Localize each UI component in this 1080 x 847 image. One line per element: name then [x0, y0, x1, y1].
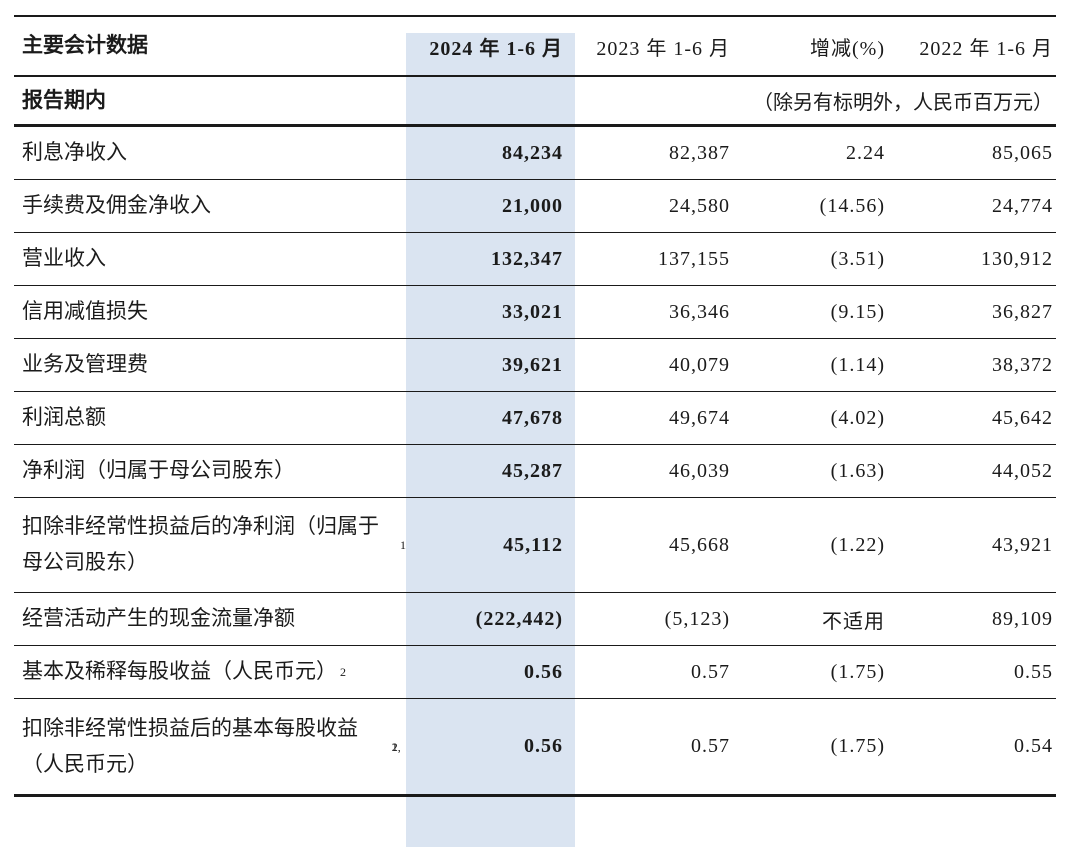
- value-2022: 0.55: [1014, 660, 1053, 683]
- value-2023: 45,668: [669, 533, 730, 556]
- row-label: 营业收入: [22, 246, 106, 271]
- value-2023: 46,039: [669, 459, 730, 482]
- table-row: 手续费及佣金净收入 21,000 24,580 (14.56) 24,774: [14, 180, 1056, 233]
- value-change: (1.75): [830, 735, 885, 757]
- value-change: (4.02): [830, 406, 885, 429]
- table-row: 业务及管理费 39,621 40,079 (1.14) 38,372: [14, 339, 1056, 392]
- table-row: 经营活动产生的现金流量净额 (222,442) (5,123) 不适用 89,1…: [14, 593, 1056, 646]
- value-2023: 82,387: [669, 141, 730, 164]
- value-2024: 0.56: [524, 660, 563, 683]
- row-label: 信用减值损失: [22, 299, 148, 324]
- table-row: 营业收入 132,347 137,155 (3.51) 130,912: [14, 233, 1056, 286]
- key-accounting-data-table: 主要会计数据 2024 年 1-6 月 2023 年 1-6 月 增减(%) 2…: [14, 15, 1056, 797]
- row-label: 手续费及佣金净收入: [22, 193, 211, 218]
- section-row-reporting-period: 报告期内 （除另有标明外，人民币百万元）: [14, 77, 1056, 127]
- value-2024: 84,234: [502, 141, 563, 164]
- row-label: 利润总额: [22, 405, 106, 430]
- table-header-row: 主要会计数据 2024 年 1-6 月 2023 年 1-6 月 增减(%) 2…: [14, 17, 1056, 77]
- table-row: 利润总额 47,678 49,674 (4.02) 45,642: [14, 392, 1056, 445]
- value-2024: 33,021: [502, 300, 563, 323]
- value-change: (1.22): [830, 533, 885, 556]
- value-2022: 0.54: [1014, 735, 1053, 757]
- value-2023: 36,346: [669, 300, 730, 323]
- value-2023: 137,155: [658, 247, 730, 270]
- table-title: 主要会计数据: [22, 33, 148, 58]
- value-2022: 43,921: [992, 533, 1053, 556]
- value-2023: 49,674: [669, 406, 730, 429]
- value-2022: 85,065: [992, 141, 1053, 164]
- value-change: (1.75): [830, 660, 885, 683]
- value-2023: 0.57: [691, 735, 730, 757]
- value-2022: 38,372: [992, 353, 1053, 376]
- value-2022: 45,642: [992, 406, 1053, 429]
- table-row: 信用减值损失 33,021 36,346 (9.15) 36,827: [14, 286, 1056, 339]
- value-2024: 0.56: [524, 735, 563, 757]
- row-label: 基本及稀释每股收益（人民币元） 2: [22, 659, 346, 684]
- table-row: 净利润（归属于母公司股东） 45,287 46,039 (1.63) 44,05…: [14, 445, 1056, 498]
- value-2024: 45,287: [502, 459, 563, 482]
- value-2024: 21,000: [502, 194, 563, 217]
- table-row: 利息净收入 84,234 82,387 2.24 85,065: [14, 127, 1056, 180]
- value-change: 不适用: [822, 610, 885, 633]
- highlight-band-2024-column: [406, 33, 575, 847]
- table-row: 扣除非经常性损益后的净利润（归属于母公司股东） 1 45,112 45,668 (…: [14, 498, 1056, 593]
- col-header-2024: 2024 年 1-6 月: [429, 37, 563, 60]
- row-label: 净利润（归属于母公司股东）: [22, 458, 295, 483]
- row-label: 扣除非经常性损益后的基本每股收益（人民币元） 1, 2: [22, 715, 401, 776]
- row-label: 业务及管理费: [22, 352, 148, 377]
- row-label: 利息净收入: [22, 140, 127, 165]
- value-2024: 45,112: [503, 533, 563, 556]
- value-2022: 24,774: [992, 194, 1053, 217]
- value-change: (1.63): [830, 459, 885, 482]
- col-header-change: 增减(%): [810, 37, 885, 60]
- unit-note: （除另有标明外，人民币百万元）: [753, 92, 1053, 114]
- value-change: (9.15): [830, 300, 885, 323]
- value-change: (3.51): [830, 247, 885, 270]
- col-header-2022: 2022 年 1-6 月: [919, 37, 1053, 60]
- value-2024: 39,621: [502, 353, 563, 376]
- value-2022: 89,109: [992, 607, 1053, 630]
- value-2022: 44,052: [992, 459, 1053, 482]
- table-body: 利息净收入 84,234 82,387 2.24 85,065 手续费及佣金净收…: [14, 127, 1056, 797]
- value-2022: 130,912: [981, 247, 1053, 270]
- table-row: 基本及稀释每股收益（人民币元） 2 0.56 0.57 (1.75) 0.55: [14, 646, 1056, 699]
- col-header-2023: 2023 年 1-6 月: [596, 37, 730, 60]
- value-2024: 132,347: [491, 247, 563, 270]
- value-2024: 47,678: [502, 406, 563, 429]
- table-row: 扣除非经常性损益后的基本每股收益（人民币元） 1, 2 0.56 0.57 (1.…: [14, 699, 1056, 797]
- value-2024: (222,442): [475, 607, 563, 630]
- value-2023: 24,580: [669, 194, 730, 217]
- section-label: 报告期内: [22, 87, 106, 112]
- value-change: (14.56): [819, 194, 885, 217]
- value-2022: 36,827: [992, 300, 1053, 323]
- value-2023: 40,079: [669, 353, 730, 376]
- value-2023: (5,123): [664, 607, 730, 630]
- value-2023: 0.57: [691, 660, 730, 683]
- row-label: 经营活动产生的现金流量净额: [22, 606, 295, 631]
- row-label: 扣除非经常性损益后的净利润（归属于母公司股东） 1: [22, 514, 406, 574]
- value-change: 2.24: [846, 141, 885, 164]
- page: { "colors": { "highlight": "#dae4f1", "r…: [0, 15, 1080, 847]
- value-change: (1.14): [830, 353, 885, 376]
